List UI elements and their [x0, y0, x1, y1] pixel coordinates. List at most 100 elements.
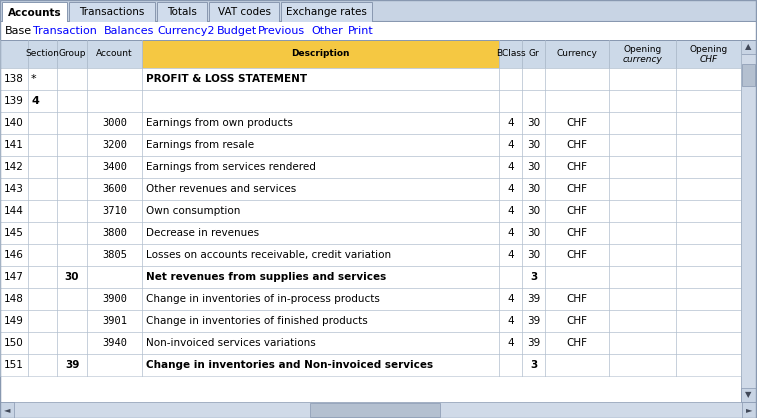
Bar: [499, 40, 522, 68]
Text: 30: 30: [527, 118, 540, 128]
Bar: [0, 244, 741, 266]
Text: Description: Description: [291, 49, 350, 59]
Bar: [0, 112, 741, 134]
Text: 30: 30: [527, 162, 540, 172]
Bar: [545, 40, 609, 68]
Text: 4: 4: [507, 338, 514, 348]
Bar: [0, 156, 741, 178]
Text: Opening: Opening: [623, 46, 662, 54]
Bar: [87, 40, 142, 68]
Text: 147: 147: [4, 272, 24, 282]
Text: 4: 4: [507, 140, 514, 150]
Bar: [742, 402, 756, 418]
Text: 4: 4: [507, 316, 514, 326]
Text: BClass: BClass: [496, 49, 525, 59]
Bar: [741, 388, 756, 402]
Text: 39: 39: [527, 316, 540, 326]
Text: 3805: 3805: [102, 250, 127, 260]
Text: 3800: 3800: [102, 228, 127, 238]
Bar: [0, 354, 741, 376]
Text: 30: 30: [527, 140, 540, 150]
Bar: [741, 40, 756, 54]
Bar: [0, 402, 756, 418]
Text: VAT codes: VAT codes: [217, 7, 270, 17]
Bar: [0, 68, 741, 90]
Text: 30: 30: [527, 250, 540, 260]
Text: 3600: 3600: [102, 184, 127, 194]
Text: 4: 4: [507, 250, 514, 260]
Text: 3200: 3200: [102, 140, 127, 150]
Bar: [522, 40, 545, 68]
Text: CHF: CHF: [566, 206, 587, 216]
Text: Base: Base: [5, 26, 32, 36]
Text: Currency: Currency: [556, 49, 597, 59]
Bar: [741, 40, 756, 402]
Text: Other: Other: [312, 26, 344, 36]
Bar: [28, 40, 57, 68]
Text: 138: 138: [4, 74, 24, 84]
Text: 149: 149: [4, 316, 24, 326]
FancyBboxPatch shape: [157, 2, 207, 22]
FancyBboxPatch shape: [209, 2, 279, 22]
Text: Opening: Opening: [690, 46, 727, 54]
Text: Net revenues from supplies and services: Net revenues from supplies and services: [146, 272, 386, 282]
Text: CHF: CHF: [566, 184, 587, 194]
Text: CHF: CHF: [566, 250, 587, 260]
Text: *: *: [31, 74, 36, 84]
Bar: [609, 40, 676, 68]
Text: CHF: CHF: [566, 228, 587, 238]
Text: 4: 4: [31, 96, 39, 106]
Text: CHF: CHF: [566, 338, 587, 348]
Text: Currency2: Currency2: [157, 26, 215, 36]
Text: CHF: CHF: [566, 316, 587, 326]
Text: 142: 142: [4, 162, 24, 172]
Text: 143: 143: [4, 184, 24, 194]
Text: 3710: 3710: [102, 206, 127, 216]
FancyBboxPatch shape: [2, 2, 67, 23]
Text: CHF: CHF: [699, 54, 718, 64]
Bar: [0, 40, 28, 68]
Bar: [0, 90, 741, 112]
Text: 144: 144: [4, 206, 24, 216]
Text: 3901: 3901: [102, 316, 127, 326]
Text: Change in inventories of in-process products: Change in inventories of in-process prod…: [146, 294, 380, 304]
Text: 3000: 3000: [102, 118, 127, 128]
Text: ▲: ▲: [745, 43, 752, 51]
Text: Totals: Totals: [167, 7, 197, 17]
Bar: [0, 22, 756, 40]
Text: ▼: ▼: [745, 390, 752, 400]
Text: 30: 30: [527, 206, 540, 216]
Text: ►: ►: [746, 405, 752, 415]
Text: 151: 151: [4, 360, 24, 370]
Text: 4: 4: [507, 118, 514, 128]
Text: Earnings from resale: Earnings from resale: [146, 140, 254, 150]
Text: 148: 148: [4, 294, 24, 304]
Bar: [676, 40, 741, 68]
Text: 39: 39: [65, 360, 79, 370]
Text: Account: Account: [96, 49, 132, 59]
Text: 3940: 3940: [102, 338, 127, 348]
Text: Change in inventories of finished products: Change in inventories of finished produc…: [146, 316, 368, 326]
Text: 39: 39: [527, 338, 540, 348]
Bar: [0, 0, 757, 22]
Text: 4: 4: [507, 184, 514, 194]
Bar: [57, 40, 87, 68]
Text: 146: 146: [4, 250, 24, 260]
Text: 3: 3: [530, 272, 537, 282]
FancyBboxPatch shape: [281, 2, 372, 22]
Text: Print: Print: [347, 26, 373, 36]
Bar: [0, 402, 14, 418]
Text: Transactions: Transactions: [79, 7, 145, 17]
Bar: [0, 134, 741, 156]
Bar: [142, 40, 499, 68]
Text: 4: 4: [507, 294, 514, 304]
Text: 141: 141: [4, 140, 24, 150]
Text: 30: 30: [527, 184, 540, 194]
Text: CHF: CHF: [566, 118, 587, 128]
Text: Exchange rates: Exchange rates: [286, 7, 367, 17]
Text: PROFIT & LOSS STATEMENT: PROFIT & LOSS STATEMENT: [146, 74, 307, 84]
Text: Decrease in revenues: Decrease in revenues: [146, 228, 259, 238]
Text: Losses on accounts receivable, credit variation: Losses on accounts receivable, credit va…: [146, 250, 391, 260]
Bar: [0, 222, 741, 244]
Text: 145: 145: [4, 228, 24, 238]
